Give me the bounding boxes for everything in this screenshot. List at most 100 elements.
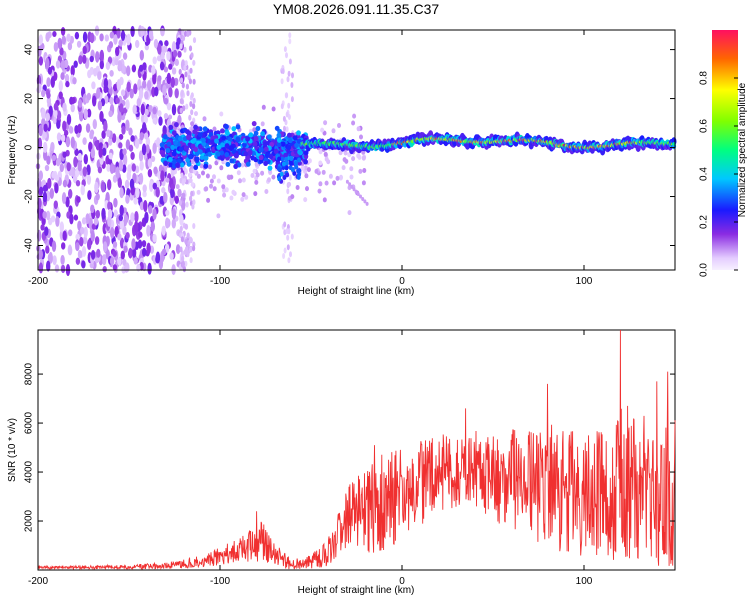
spectrogram-cell	[181, 35, 186, 42]
spectrogram-cell	[155, 187, 160, 198]
spectrogram-cell	[130, 135, 135, 142]
spectrogram-cell	[142, 62, 147, 71]
spectrogram-cell	[135, 187, 140, 199]
spectrogram-cell	[188, 114, 192, 121]
spectrogram-cell	[206, 197, 211, 203]
spectrogram-cell	[274, 125, 280, 131]
spectrogram-cell	[231, 126, 237, 132]
spectrogram-cell	[107, 179, 112, 191]
spectrogram-cell	[64, 73, 70, 83]
spectrogram-cell	[363, 199, 367, 204]
spectrogram-cell	[175, 184, 180, 190]
spectrogram-cell	[362, 168, 367, 173]
spectrogram-cell	[361, 197, 365, 201]
spectrogram-cell	[198, 144, 203, 150]
spectrogram-cells	[35, 25, 677, 276]
spectrogram-cell	[349, 166, 354, 172]
spectrogram-cell	[56, 132, 62, 142]
spectrogram-cell	[41, 118, 46, 127]
spectrogram-cell	[171, 151, 177, 157]
spectrogram-cell	[186, 232, 190, 239]
spectrogram-cell	[126, 81, 131, 93]
spectrogram-cell	[149, 180, 154, 193]
spectrogram-cell	[276, 137, 282, 143]
spectrogram-cell	[288, 174, 292, 181]
y-tick-label: 0	[24, 144, 35, 150]
spectrogram-cell	[102, 254, 107, 266]
spectrogram-cell	[85, 123, 91, 133]
spectrogram-cell	[293, 161, 298, 166]
spectrogram-cell	[186, 90, 190, 97]
spectrogram-cell	[113, 83, 118, 92]
spectrogram-cell	[245, 136, 251, 142]
spectrogram-cell	[179, 77, 184, 84]
spectrogram-cell	[89, 32, 95, 44]
spectrogram-cell	[175, 162, 180, 168]
spectrogram-cell	[144, 44, 149, 51]
spectrogram-cell	[171, 130, 177, 136]
spectrogram-cell	[221, 135, 227, 141]
spectrogram-cell	[210, 135, 216, 141]
spectrogram-cell	[177, 50, 182, 58]
spectrogram-cell	[153, 166, 158, 175]
spectrogram-cell	[193, 164, 199, 170]
spectrogram-cell	[160, 27, 165, 37]
spectrogram-cell	[170, 144, 176, 150]
spectrogram-cell	[136, 97, 141, 107]
spectrogram-cell	[138, 64, 144, 72]
spectrogram-cell	[130, 212, 135, 223]
spectrogram-cell	[101, 130, 106, 139]
spectrogram-cell	[181, 29, 185, 36]
spectrogram-cell	[236, 170, 241, 176]
spectrogram-cell	[174, 122, 179, 128]
spectrogram-cell	[60, 264, 66, 274]
spectrogram-cell	[179, 214, 184, 226]
spectrogram-cell	[305, 186, 309, 192]
spectrogram-cell	[134, 138, 140, 149]
spectrogram-cell	[48, 251, 53, 264]
spectrogram-cell	[54, 182, 59, 194]
spectrogram-cell	[210, 139, 216, 145]
spectrogram-cell	[182, 266, 186, 273]
spectrogram-cell	[168, 87, 173, 98]
spectrogram-cell	[157, 110, 162, 117]
spectrogram-cell	[43, 149, 48, 161]
spectrogram-cell	[182, 105, 186, 112]
spectrogram-cell	[283, 152, 288, 158]
spectrogram-cell	[142, 184, 147, 193]
snr-y-label: SNR (10 * v/v)	[7, 418, 18, 482]
spectrogram-cell	[120, 30, 126, 41]
spectrogram-cell	[95, 51, 100, 63]
spectrogram-cell	[89, 131, 94, 140]
spectrogram-cell	[190, 190, 194, 197]
spectrogram-cell	[82, 137, 87, 145]
y-tick-label: 4000	[24, 460, 35, 483]
spectrogram-cell	[134, 165, 140, 174]
spectrogram-cell	[171, 218, 176, 229]
spectrogram-cell	[295, 185, 300, 190]
spectrogram-cell	[285, 92, 289, 99]
spectrogram-cell	[104, 34, 110, 42]
spectrogram-cell	[54, 264, 60, 273]
spectrogram-cell	[117, 111, 122, 123]
spectrogram-cell	[216, 144, 222, 150]
spectrogram-cell	[111, 133, 117, 144]
spectrogram-cell	[304, 173, 309, 179]
spectrogram-cell	[233, 163, 239, 169]
spectrogram-cell	[90, 250, 96, 260]
spectrogram-cell	[152, 106, 157, 115]
spectrogram-cell	[152, 56, 157, 65]
spectrogram-cell	[144, 108, 149, 116]
spectrogram-cell	[77, 123, 82, 134]
spectrogram-cell	[132, 104, 137, 115]
spectrogram-cell	[107, 79, 112, 89]
spectrogram-cell	[92, 95, 97, 107]
spectrogram-cell	[192, 137, 197, 143]
spectrogram-cell	[318, 160, 323, 166]
spectrogram-cell	[293, 149, 299, 155]
spectrogram-cell	[139, 49, 144, 61]
spectrogram-cell	[154, 86, 159, 97]
spectrogram-cell	[148, 29, 154, 40]
spectrogram-cell	[142, 122, 147, 133]
spectrogram-cell	[77, 160, 82, 172]
